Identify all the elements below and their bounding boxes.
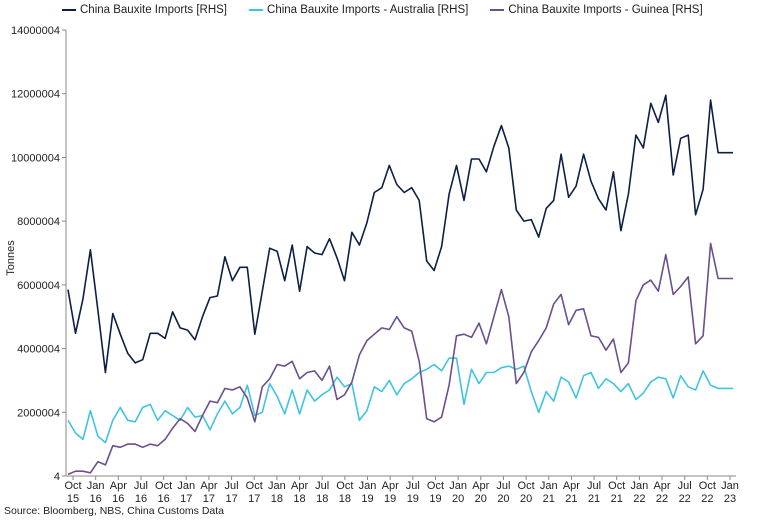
x-tick-year: 16 [135, 493, 147, 505]
x-tick-year: 17 [203, 493, 215, 505]
x-tick-year: 17 [180, 493, 192, 505]
x-tick-month: Oct [699, 480, 716, 492]
x-tick-year: 15 [67, 493, 79, 505]
y-tick-label: 4 [54, 471, 60, 483]
x-tick-month: Jan [268, 480, 286, 492]
x-tick-year: 20 [497, 493, 509, 505]
x-tick-month: Oct [427, 480, 444, 492]
x-tick-year: 22 [633, 493, 645, 505]
x-tick-year: 16 [90, 493, 102, 505]
x-tick-month: Oct [608, 480, 625, 492]
x-tick-month: Jan [631, 480, 649, 492]
y-tick-label: 4000004 [17, 344, 60, 356]
x-tick-month: Apr [472, 480, 489, 492]
series-lines [67, 94, 733, 476]
x-tick-year: 18 [339, 493, 351, 505]
x-tick-month: Jan [540, 480, 558, 492]
legend-label-australia: China Bauxite Imports - Australia [RHS] [267, 4, 469, 16]
y-axis: 4 2000004 4000004 6000004 8000004 10000004 120… [11, 25, 67, 483]
x-tick-month: Jul [406, 480, 420, 492]
x-tick-year: 21 [543, 493, 555, 505]
x-tick-year: 16 [157, 493, 169, 505]
x-tick-year: 22 [656, 493, 668, 505]
y-axis-label: Tonnes [5, 240, 17, 276]
x-tick-year: 17 [248, 493, 260, 505]
legend-swatch-total [62, 9, 76, 11]
legend-swatch-guinea [490, 9, 505, 11]
x-tick-year: 18 [316, 493, 328, 505]
series-line-australia [67, 357, 733, 444]
legend-item-total: China Bauxite Imports [RHS] [62, 4, 227, 16]
y-tick-label: 2000004 [17, 407, 60, 419]
y-tick-label: 14000004 [11, 25, 60, 37]
x-tick-year: 19 [429, 493, 441, 505]
x-tick-year: 21 [611, 493, 623, 505]
y-tick-label: 12000004 [11, 89, 60, 101]
x-tick-month: Jul [225, 480, 239, 492]
x-tick-year: 22 [679, 493, 691, 505]
series-line-guinea [67, 242, 733, 476]
y-tick-label: 8000004 [17, 216, 60, 228]
legend-item-australia: China Bauxite Imports - Australia [RHS] [249, 4, 468, 16]
x-tick-year: 20 [475, 493, 487, 505]
x-tick-month: Apr [382, 480, 399, 492]
legend-item-guinea: China Bauxite Imports - Guinea [RHS] [490, 4, 703, 16]
x-tick-year: 20 [452, 493, 464, 505]
x-tick-year: 19 [407, 493, 419, 505]
x-tick-month: Oct [246, 480, 263, 492]
x-tick-month: Jan [721, 480, 739, 492]
x-tick-month: Jul [587, 480, 601, 492]
x-tick-month: Jul [496, 480, 510, 492]
x-tick-month: Apr [653, 480, 670, 492]
x-tick-month: Jul [315, 480, 329, 492]
x-tick-year: 19 [384, 493, 396, 505]
y-tick-label: 6000004 [17, 280, 60, 292]
legend-label-guinea: China Bauxite Imports - Guinea [RHS] [508, 4, 703, 16]
x-axis: Oct15Jan16Apr16Jul16Oct16Jan17Apr17Jul17… [64, 475, 739, 505]
x-tick-month: Jan [177, 480, 195, 492]
x-tick-year: 19 [361, 493, 373, 505]
x-tick-month: Oct [155, 480, 172, 492]
x-tick-month: Apr [563, 480, 580, 492]
legend-label-total: China Bauxite Imports [RHS] [80, 4, 228, 16]
x-tick-month: Jul [678, 480, 692, 492]
x-tick-year: 22 [701, 493, 713, 505]
x-tick-month: Apr [291, 480, 308, 492]
x-tick-year: 20 [520, 493, 532, 505]
x-tick-year: 21 [565, 493, 577, 505]
x-tick-year: 18 [271, 493, 283, 505]
x-tick-month: Apr [110, 480, 127, 492]
x-tick-month: Jul [134, 480, 148, 492]
x-tick-month: Oct [518, 480, 535, 492]
x-tick-year: 16 [112, 493, 124, 505]
series-line-total [67, 94, 733, 374]
x-tick-month: Jan [449, 480, 467, 492]
x-tick-year: 21 [588, 493, 600, 505]
source-note: Source: Bloomberg, NBS, China Customs Da… [4, 505, 225, 517]
x-tick-month: Jan [87, 480, 105, 492]
legend-swatch-australia [249, 9, 264, 11]
x-tick-month: Oct [64, 480, 81, 492]
x-tick-year: 23 [724, 493, 736, 505]
y-tick-label: 10000004 [11, 152, 60, 164]
x-tick-year: 18 [293, 493, 305, 505]
x-tick-month: Apr [200, 480, 217, 492]
x-tick-year: 17 [225, 493, 237, 505]
x-tick-month: Oct [336, 480, 353, 492]
x-tick-month: Jan [359, 480, 377, 492]
legend: China Bauxite Imports [RHS] China Bauxit… [62, 4, 725, 16]
